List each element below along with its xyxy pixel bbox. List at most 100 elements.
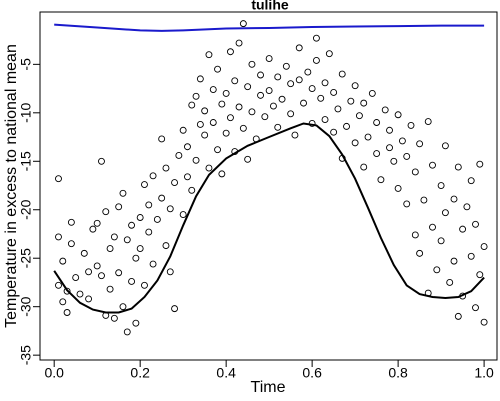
y-tick-label: -25 bbox=[18, 248, 34, 268]
point bbox=[128, 221, 136, 229]
point bbox=[429, 161, 436, 169]
point bbox=[355, 112, 363, 120]
point bbox=[312, 34, 320, 42]
point bbox=[67, 240, 75, 248]
point bbox=[205, 164, 213, 172]
point bbox=[467, 177, 475, 185]
point bbox=[269, 102, 277, 110]
point bbox=[162, 242, 170, 250]
point bbox=[209, 119, 217, 126]
point bbox=[162, 164, 170, 172]
point bbox=[416, 249, 424, 257]
point bbox=[171, 305, 179, 313]
point bbox=[403, 200, 411, 208]
y-tick-label: -35 bbox=[18, 345, 34, 365]
point bbox=[248, 60, 256, 68]
point bbox=[205, 51, 213, 59]
point bbox=[394, 111, 402, 119]
point bbox=[261, 113, 269, 121]
point bbox=[59, 298, 67, 306]
point bbox=[265, 87, 273, 94]
point bbox=[115, 203, 123, 211]
x-tick-label: 0.6 bbox=[302, 365, 322, 381]
point bbox=[59, 257, 67, 265]
point bbox=[98, 157, 105, 165]
point bbox=[338, 70, 346, 78]
point bbox=[480, 243, 488, 251]
point bbox=[98, 272, 105, 280]
point bbox=[227, 114, 234, 122]
point bbox=[171, 179, 179, 187]
point bbox=[304, 68, 312, 76]
point bbox=[360, 99, 368, 107]
point bbox=[149, 260, 157, 268]
y-axis-label: Temperature in excess to national mean bbox=[3, 44, 20, 328]
point bbox=[454, 163, 462, 171]
point bbox=[85, 295, 93, 303]
point bbox=[115, 269, 123, 277]
point bbox=[433, 266, 441, 274]
point bbox=[218, 170, 226, 178]
point bbox=[201, 131, 209, 139]
point bbox=[282, 62, 290, 70]
chart-title: tulihe bbox=[251, 0, 289, 13]
x-tick-label: 0.0 bbox=[44, 365, 64, 381]
point bbox=[386, 144, 393, 152]
point bbox=[441, 209, 449, 217]
point bbox=[149, 172, 157, 180]
point bbox=[472, 304, 479, 312]
y-tick-label: -10 bbox=[18, 102, 34, 122]
point bbox=[454, 312, 462, 320]
point bbox=[437, 182, 445, 189]
point bbox=[321, 79, 329, 87]
point bbox=[166, 268, 174, 276]
point bbox=[218, 100, 226, 108]
point bbox=[403, 152, 411, 160]
point bbox=[287, 80, 295, 88]
point bbox=[85, 268, 93, 276]
point bbox=[80, 249, 88, 257]
point bbox=[360, 163, 368, 171]
point bbox=[119, 189, 127, 197]
point bbox=[106, 245, 114, 252]
point bbox=[132, 319, 140, 327]
point bbox=[364, 133, 372, 141]
point bbox=[239, 20, 247, 28]
point bbox=[196, 120, 204, 128]
point bbox=[291, 131, 299, 139]
point bbox=[257, 91, 264, 99]
y-tick-label: -5 bbox=[18, 58, 34, 71]
point bbox=[110, 233, 118, 241]
point bbox=[141, 281, 148, 289]
point bbox=[368, 89, 376, 97]
point bbox=[381, 106, 389, 114]
point bbox=[179, 211, 187, 219]
point bbox=[192, 92, 200, 100]
point bbox=[63, 309, 71, 316]
point bbox=[63, 287, 71, 295]
point bbox=[179, 126, 187, 134]
point bbox=[239, 124, 247, 132]
x-tick-label: 1.0 bbox=[474, 365, 494, 381]
x-tick-label: 0.4 bbox=[216, 365, 236, 381]
point bbox=[188, 186, 196, 194]
point bbox=[377, 176, 385, 184]
point bbox=[119, 303, 127, 311]
point bbox=[235, 39, 243, 47]
point bbox=[222, 89, 230, 97]
point bbox=[386, 126, 393, 134]
point bbox=[373, 119, 381, 126]
x-tick-label: 0.2 bbox=[130, 365, 150, 381]
point bbox=[265, 55, 273, 62]
line bbox=[53, 122, 485, 314]
y-tick-label: -30 bbox=[18, 296, 34, 316]
point bbox=[158, 194, 166, 202]
point bbox=[295, 76, 303, 84]
point bbox=[429, 223, 436, 231]
point bbox=[248, 108, 256, 116]
point bbox=[300, 99, 307, 107]
point bbox=[411, 168, 419, 176]
point bbox=[347, 97, 355, 105]
point bbox=[132, 254, 140, 262]
